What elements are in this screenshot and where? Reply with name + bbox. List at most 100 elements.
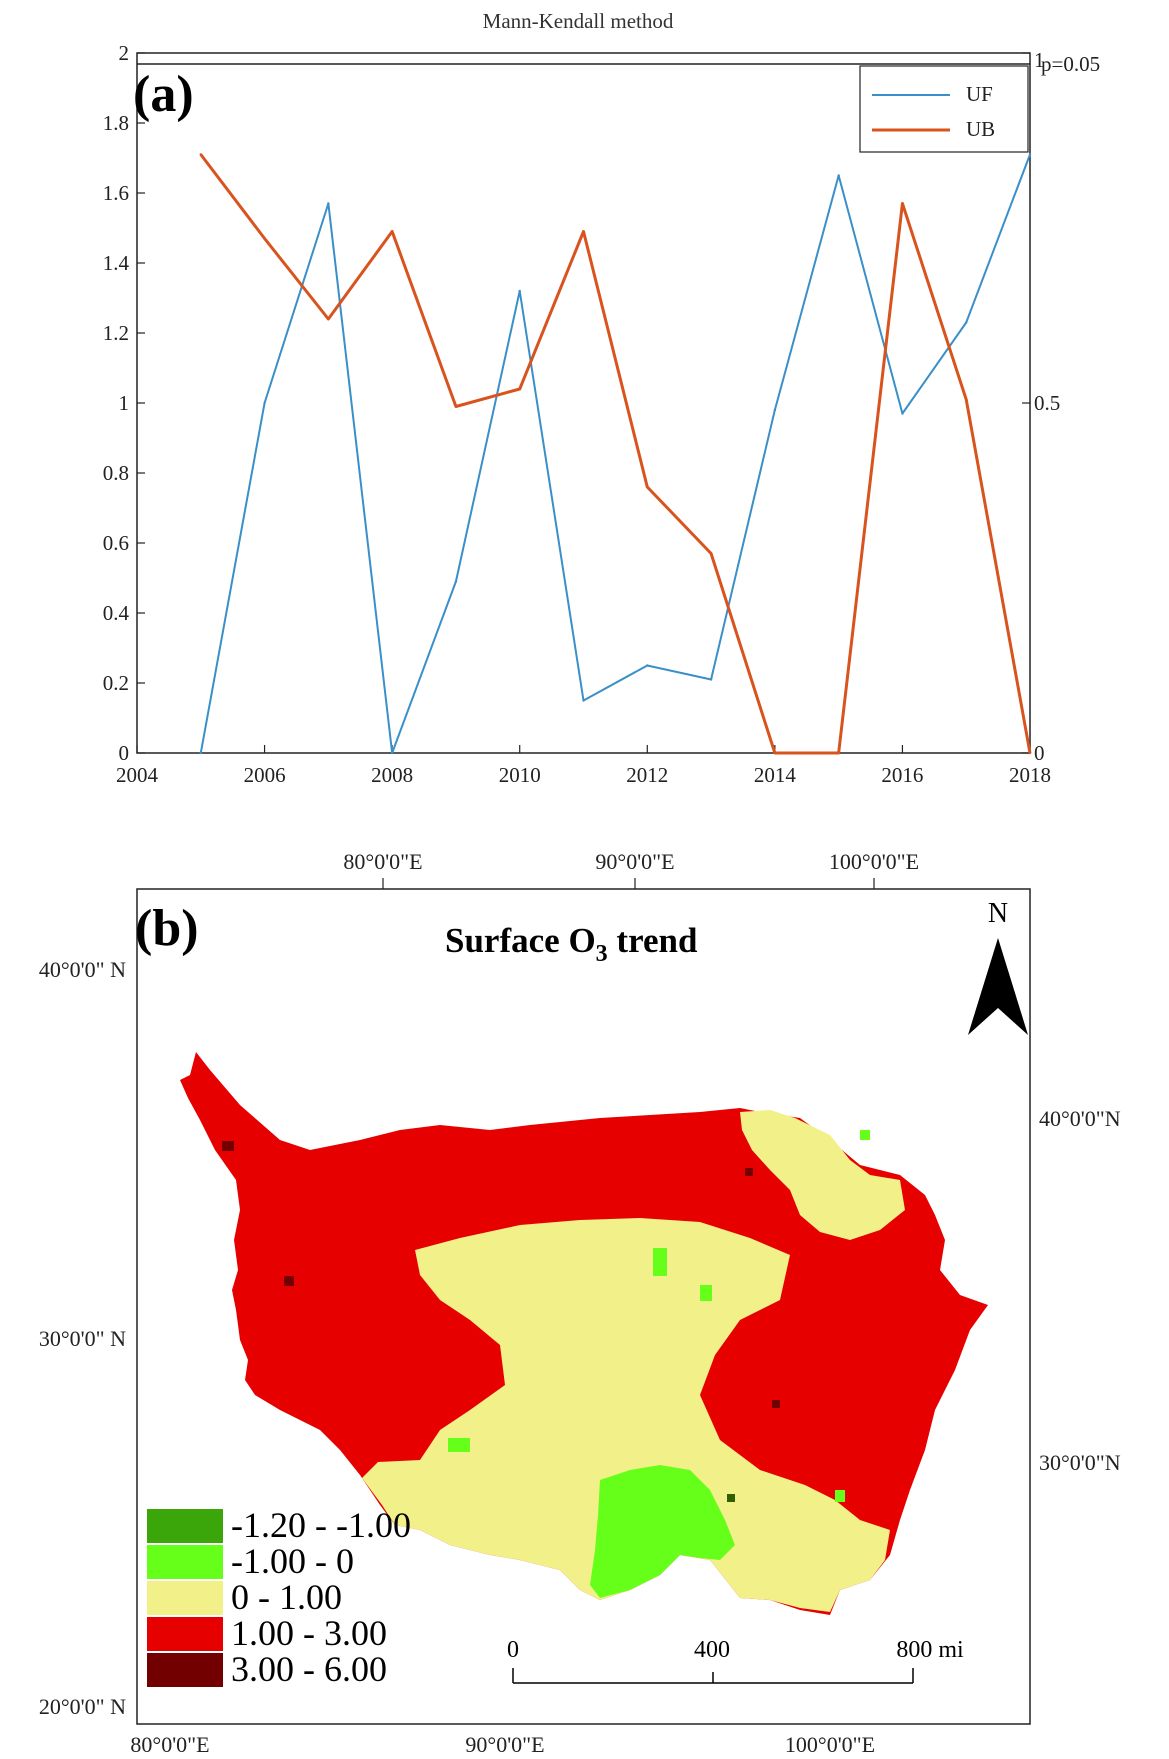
data-point-ub [1028, 751, 1032, 755]
scale-label-400: 400 [694, 1637, 730, 1663]
top-lon-label-80: 80°0'0"E [343, 849, 422, 874]
data-point-uf [709, 678, 713, 681]
low-trend-central-area [362, 1218, 890, 1612]
map-legend: -1.20 - -1.00 -1.00 - 0 0 - 1.00 1.00 - … [147, 1505, 411, 1689]
data-point-uf [1028, 153, 1032, 156]
left-y-axis: 0 0.2 0.4 0.6 0.8 1 1.2 1.4 1.6 1.8 2 [103, 41, 145, 765]
data-point-ub [709, 552, 713, 555]
data-point-uf [901, 412, 904, 415]
scale-label-800: 800 mi [896, 1637, 964, 1663]
left-y-tick-label: 1.4 [103, 251, 130, 275]
data-point-ub [837, 751, 840, 755]
data-point-uf [646, 664, 649, 667]
legend-box [859, 65, 1029, 153]
left-y-tick-label: 0.4 [103, 601, 130, 625]
legend-label-1: -1.20 - -1.00 [231, 1505, 411, 1545]
right-lat-label-40: 40°0'0"N [1039, 1106, 1121, 1131]
series-lines [199, 153, 1032, 755]
high-trend-patch [222, 1141, 234, 1151]
left-y-tick-label: 2 [119, 41, 130, 65]
data-point-uf [199, 751, 202, 755]
low-trend-northeast-area [740, 1110, 905, 1240]
data-point-uf [837, 174, 840, 177]
right-y-tick-label: 1 [1034, 48, 1045, 72]
data-point-uf [327, 202, 330, 205]
legend-swatch-5 [147, 1653, 223, 1687]
top-lon-label-90: 90°0'0"E [595, 849, 674, 874]
right-y-axis: 00.51 [1022, 48, 1060, 765]
negative-trend-patch [860, 1130, 870, 1140]
data-point-ub [327, 317, 330, 321]
north-arrow-right-half [998, 938, 1028, 1035]
x-tick-label: 2010 [499, 763, 541, 787]
data-point-ub [965, 398, 968, 401]
panel-b-ozone-trend-map: (b) Surface O3 trend 80°0'0"E 90°0'0"E 1… [39, 849, 1121, 1757]
right-lat-label-30: 30°0'0"N [1039, 1450, 1121, 1475]
legend-uf-label: UF [966, 82, 993, 106]
plateau-region [180, 1052, 988, 1615]
series-line-ub [199, 153, 1032, 755]
left-y-tick-label: 1.6 [103, 181, 129, 205]
legend-label-4: 1.00 - 3.00 [231, 1613, 387, 1653]
left-lat-label-30: 30°0'0" N [39, 1326, 126, 1351]
data-point-ub [518, 387, 521, 391]
data-point-ub [773, 751, 777, 755]
map-title: Surface O3 trend [445, 921, 698, 967]
scale-label-0: 0 [507, 1637, 519, 1663]
x-tick-label: 2008 [371, 763, 413, 787]
north-arrow-left-half [968, 938, 998, 1035]
x-tick-label: 2006 [244, 763, 286, 787]
data-point-ub [390, 230, 394, 233]
left-lat-label-20: 20°0'0" N [39, 1694, 126, 1719]
left-y-tick-label: 1.8 [103, 111, 129, 135]
legend-label-3: 0 - 1.00 [231, 1577, 342, 1617]
legend-swatch-4 [147, 1617, 223, 1651]
data-point-uf [518, 289, 521, 293]
bottom-lon-label-100: 100°0'0"E [785, 1732, 875, 1757]
x-tick-label: 2016 [881, 763, 923, 787]
data-point-ub [263, 237, 266, 240]
high-trend-patch [745, 1168, 753, 1176]
x-axis: 2004 2006 2008 2010 2012 2014 2016 2018 [116, 745, 1051, 787]
north-arrow: N [968, 898, 1028, 1035]
strong-negative-patch [727, 1494, 735, 1502]
plot-frame [136, 52, 1031, 754]
north-label: N [988, 898, 1008, 929]
negative-trend-patch [448, 1438, 470, 1452]
data-point-uf [454, 580, 458, 583]
data-point-uf [390, 751, 394, 755]
legend-swatch-3 [147, 1581, 223, 1615]
x-tick-label: 2012 [626, 763, 668, 787]
scale-bar: 0 400 800 mi [507, 1637, 964, 1684]
data-point-uf [263, 401, 266, 405]
left-lat-label-40: 40°0'0" N [39, 957, 126, 982]
left-y-tick-label: 0.8 [103, 461, 129, 485]
right-y-tick-label: 0.5 [1034, 391, 1060, 415]
left-y-tick-label: 0 [119, 741, 130, 765]
data-point-ub [582, 230, 585, 233]
data-point-uf [582, 699, 585, 702]
x-tick-label: 2004 [116, 763, 159, 787]
high-trend-patch [772, 1400, 780, 1408]
chart-legend: UF UB [859, 65, 1029, 153]
high-trend-patch [284, 1276, 294, 1286]
top-lon-label-100: 100°0'0"E [829, 849, 919, 874]
left-y-tick-label: 0.2 [103, 671, 129, 695]
negative-trend-patch [653, 1248, 667, 1276]
negative-trend-south-area [590, 1465, 735, 1598]
data-point-uf [773, 408, 777, 412]
p-value-label: p=0.05 [1041, 52, 1100, 76]
panel-a-title: Mann-Kendall method [483, 9, 674, 33]
left-y-tick-label: 1 [119, 391, 130, 415]
negative-trend-patch [700, 1285, 712, 1301]
data-point-ub [901, 202, 904, 205]
series-line-uf [199, 154, 1031, 754]
x-tick-label: 2014 [754, 763, 797, 787]
data-point-ub [646, 485, 649, 489]
data-point-uf [965, 321, 968, 324]
legend-ub-label: UB [966, 117, 995, 141]
panel-a-mann-kendall-chart: Mann-Kendall method (a) 0 0.2 0.4 0.6 0.8 1 1.… [103, 9, 1100, 787]
legend-label-2: -1.00 - 0 [231, 1541, 354, 1581]
panel-b-label: (b) [135, 900, 199, 957]
